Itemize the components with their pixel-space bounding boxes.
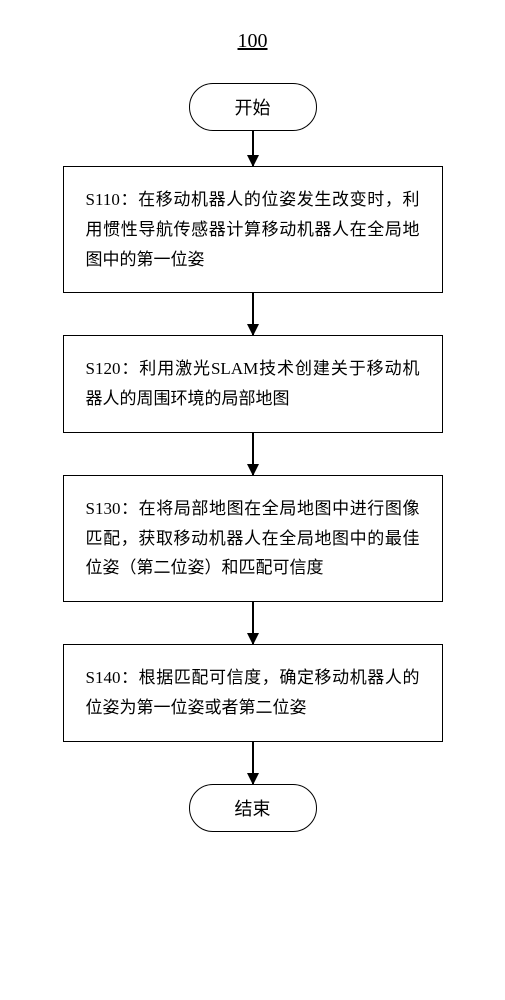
- arrow: [252, 742, 254, 784]
- figure-number: 100: [238, 30, 268, 53]
- process-step-s140: S140：根据匹配可信度，确定移动机器人的位姿为第一位姿或者第二位姿: [63, 644, 443, 742]
- arrowhead-icon: [247, 464, 259, 476]
- process-step-s130: S130：在将局部地图在全局地图中进行图像匹配，获取移动机器人在全局地图中的最佳…: [63, 475, 443, 602]
- arrowhead-icon: [247, 324, 259, 336]
- process-step-s120: S120：利用激光SLAM技术创建关于移动机器人的周围环境的局部地图: [63, 335, 443, 433]
- arrowhead-icon: [247, 773, 259, 785]
- arrow: [252, 433, 254, 475]
- flowchart-container: 100 开始 S110：在移动机器人的位姿发生改变时，利用惯性导航传感器计算移动…: [0, 0, 505, 832]
- arrowhead-icon: [247, 155, 259, 167]
- arrow: [252, 602, 254, 644]
- end-terminator: 结束: [189, 784, 317, 832]
- process-step-s110: S110：在移动机器人的位姿发生改变时，利用惯性导航传感器计算移动机器人在全局地…: [63, 166, 443, 293]
- arrow: [252, 131, 254, 166]
- arrow: [252, 293, 254, 335]
- start-terminator: 开始: [189, 83, 317, 131]
- arrowhead-icon: [247, 633, 259, 645]
